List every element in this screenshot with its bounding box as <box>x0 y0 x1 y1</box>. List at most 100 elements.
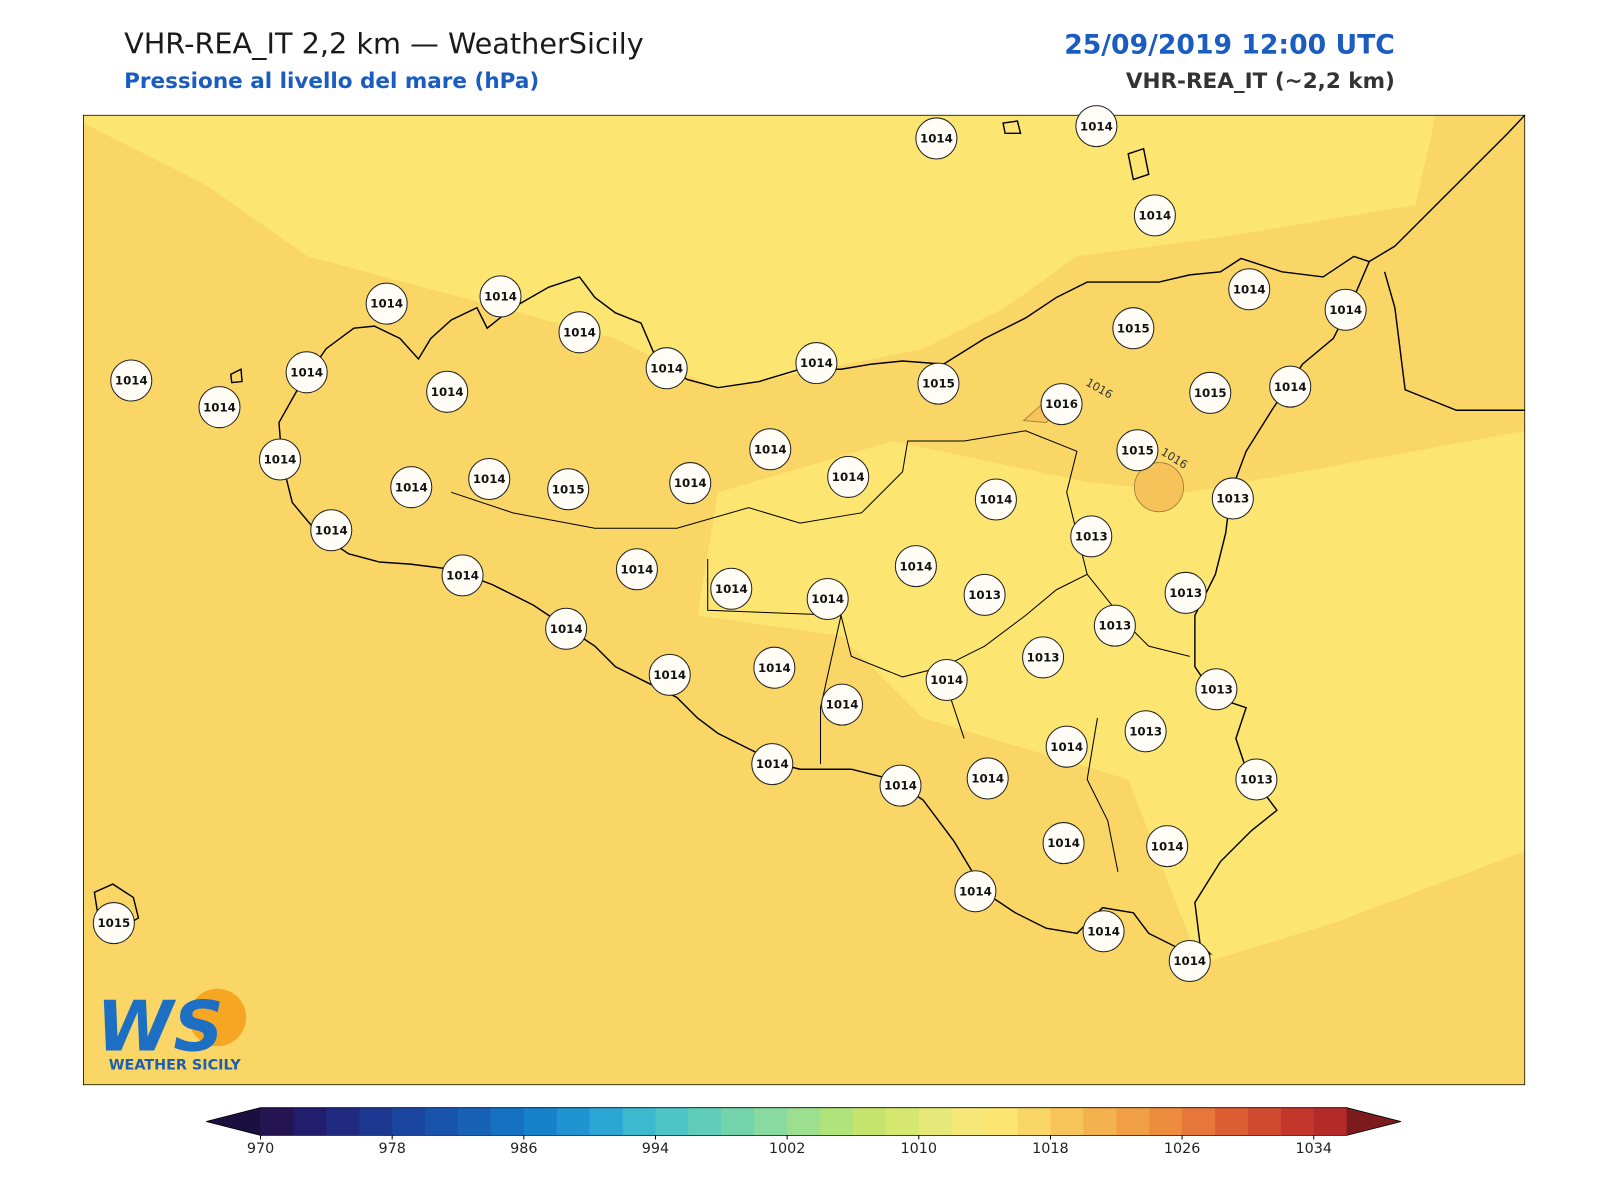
station-marker <box>258 438 302 481</box>
station-value: 1014 <box>550 622 583 636</box>
map-field <box>83 114 1526 1086</box>
logo-text: WS <box>96 986 223 1067</box>
station-value: 1014 <box>979 493 1012 507</box>
station-value: 1014 <box>653 668 686 682</box>
coastline <box>93 114 1526 930</box>
station-marker <box>468 457 511 500</box>
station-marker <box>1324 288 1367 331</box>
station-value: 1013 <box>1098 619 1131 633</box>
colorbar-swatch <box>721 1107 755 1136</box>
station-value: 1014 <box>884 779 917 793</box>
station-marker <box>545 607 588 650</box>
colorbar-swatch <box>787 1107 821 1136</box>
colorbar-swatch <box>688 1107 722 1136</box>
station-marker <box>310 509 353 552</box>
station-value: 1014 <box>715 582 748 596</box>
province-border <box>451 430 1190 872</box>
station-value: 1014 <box>1138 208 1171 222</box>
colorbar-swatch <box>392 1107 426 1136</box>
station-value: 1014 <box>1274 380 1307 394</box>
station-value: 1014 <box>1080 119 1113 133</box>
colorbar-swatch <box>885 1107 920 1136</box>
colorbar-swatch <box>359 1107 393 1136</box>
colorbar-swatch <box>523 1107 558 1136</box>
station-marker <box>894 545 937 588</box>
colorbar-swatch <box>490 1107 525 1136</box>
colorbar-tick-label: 1002 <box>769 1141 806 1157</box>
station-value: 1015 <box>552 482 585 496</box>
station-marker <box>821 683 864 726</box>
station-marker <box>479 275 522 318</box>
station-value: 1015 <box>1117 321 1150 335</box>
station-marker <box>974 478 1017 521</box>
colorbar-swatch <box>260 1107 294 1136</box>
datetime: 25/09/2019 12:00 UTC <box>1064 29 1395 60</box>
logo-tagline: WEATHER SICILY <box>109 1058 242 1074</box>
station-marker <box>547 468 590 511</box>
contour-high <box>1133 462 1184 513</box>
station-value: 1015 <box>1194 386 1227 400</box>
station-value: 1014 <box>650 361 683 375</box>
station-marker <box>648 653 691 696</box>
station-marker <box>1146 825 1189 868</box>
station-value: 1014 <box>395 480 428 494</box>
station-marker <box>1040 383 1083 426</box>
field-light <box>83 114 1436 390</box>
station-value: 1014 <box>315 523 348 537</box>
station-marker <box>1070 515 1113 558</box>
station-value: 1014 <box>1087 924 1120 938</box>
colorbar-swatch <box>622 1107 656 1136</box>
station-value: 1014 <box>203 400 236 414</box>
colorbar-swatch <box>425 1107 459 1136</box>
station-value: 1014 <box>1047 836 1080 850</box>
station-value: 1014 <box>756 757 789 771</box>
station-marker <box>1116 429 1159 472</box>
station-value: 1015 <box>922 377 955 391</box>
colorbar-swatch <box>1280 1107 1315 1136</box>
logo-sun <box>188 988 247 1047</box>
station-value: 1014 <box>899 559 932 573</box>
subtitle: Pressione al livello del mare (hPa) <box>124 69 539 94</box>
station-marker <box>1042 822 1085 865</box>
colorbar-extend-low <box>206 1107 261 1136</box>
station-value: 1014 <box>826 698 859 712</box>
station-value: 1014 <box>971 772 1004 786</box>
station-value: 1014 <box>674 476 707 490</box>
station-value: 1014 <box>290 365 323 379</box>
colorbar-swatch <box>852 1107 887 1136</box>
station-value: 1015 <box>97 916 130 930</box>
colorbar-swatch <box>1017 1107 1051 1136</box>
station-marker <box>558 311 601 354</box>
station-value: 1013 <box>1075 530 1108 544</box>
station-value: 1014 <box>1151 839 1184 853</box>
colorbar-tick-label: 1018 <box>1032 1141 1069 1157</box>
station-marker <box>1022 636 1065 679</box>
station-value: 1014 <box>473 472 506 486</box>
colorbar-swatch <box>1247 1107 1282 1136</box>
station-marker <box>1168 940 1211 983</box>
station-value: 1014 <box>758 661 791 675</box>
station-marker <box>1124 710 1167 753</box>
colorbar-swatch <box>589 1107 624 1136</box>
station-value: 1014 <box>1233 282 1266 296</box>
station-value: 1014 <box>1173 954 1206 968</box>
station-marker <box>749 428 792 471</box>
colorbar-swatch <box>1182 1107 1216 1136</box>
station-marker <box>1112 307 1155 350</box>
title: VHR-REA_IT 2,2 km — WeatherSicily <box>124 26 644 60</box>
station-marker <box>966 757 1009 800</box>
station-value: 1013 <box>1240 773 1273 787</box>
logo: WS WEATHER SICILY <box>96 986 247 1074</box>
colorbar-extend-high <box>1346 1107 1402 1136</box>
coastline <box>278 255 1371 955</box>
station-marker <box>615 548 658 591</box>
model: VHR-REA_IT (~2,2 km) <box>1126 69 1395 94</box>
station-value: 1014 <box>621 562 654 576</box>
colorbar-tick-label: 986 <box>510 1141 537 1157</box>
station-marker <box>365 282 408 325</box>
station-marker <box>963 573 1006 616</box>
colorbar-swatch <box>1050 1107 1084 1136</box>
colorbar-tick-label: 1034 <box>1295 1141 1332 1157</box>
colorbar-swatch <box>1313 1107 1348 1136</box>
station-value: 1014 <box>484 290 517 304</box>
